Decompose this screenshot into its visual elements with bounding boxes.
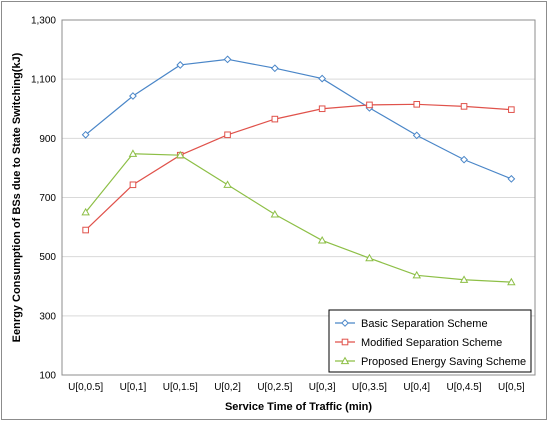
x-axis-ticks: U[0,0.5] U[0,1] U[0,1.5] U[0,2] U[0,2.5] U[0,… xyxy=(68,382,525,393)
data-point-s3-6 xyxy=(317,235,327,244)
x-tick-label-10: U[0,5] xyxy=(498,382,525,393)
series-line-1 xyxy=(85,58,512,180)
x-tick-label-2: U[0,1] xyxy=(120,382,147,393)
data-point-s1-6 xyxy=(318,74,327,83)
series-line-2 xyxy=(85,103,512,231)
legend-swatch-marker-1 xyxy=(341,319,349,327)
y-tick-label-300: 300 xyxy=(39,311,56,322)
data-point-s3-1 xyxy=(81,207,90,216)
data-point-s1-10 xyxy=(507,174,516,183)
legend-swatch-marker-2 xyxy=(341,338,349,346)
data-point-s3-4 xyxy=(223,180,232,188)
legend-item-2: Modified Separation Scheme xyxy=(335,337,502,349)
legend-label-2: Modified Separation Scheme xyxy=(361,337,502,349)
x-tick-label-8: U[0,4] xyxy=(403,382,430,393)
y-tick-label-100: 100 xyxy=(39,371,56,382)
series-3 xyxy=(81,149,516,286)
data-point-s3-9 xyxy=(459,275,469,283)
y-axis-ticks: 100 300 500 700 900 1,100 1,300 xyxy=(31,16,56,382)
data-point-s3-3 xyxy=(175,150,185,159)
data-point-s1-5 xyxy=(270,64,279,73)
data-point-s3-8 xyxy=(412,270,422,279)
data-point-s2-1 xyxy=(82,226,89,234)
data-point-s1-3 xyxy=(176,61,185,69)
legend-label-1: Basic Separation Scheme xyxy=(361,318,488,330)
data-point-s3-10 xyxy=(507,277,516,286)
data-point-s1-1 xyxy=(81,130,90,139)
data-point-s2-8 xyxy=(413,101,421,108)
x-tick-label-3: U[0,1.5] xyxy=(163,382,198,393)
series-line-3 xyxy=(85,153,512,283)
x-tick-label-6: U[0,3] xyxy=(309,382,336,393)
data-point-s3-5 xyxy=(270,209,280,218)
data-point-s3-7 xyxy=(365,253,374,262)
data-point-s2-10 xyxy=(508,106,515,113)
y-tick-label-1300: 1,300 xyxy=(31,16,56,27)
data-point-s2-6 xyxy=(318,105,326,113)
x-tick-label-5: U[0,2.5] xyxy=(257,382,292,393)
data-point-s3-2 xyxy=(128,149,138,157)
legend-item-1: Basic Separation Scheme xyxy=(335,318,488,330)
legend-box xyxy=(328,309,532,373)
data-point-s1-4 xyxy=(223,55,232,64)
legend: Basic Separation Scheme Modified Separati… xyxy=(328,309,532,373)
data-point-s1-8 xyxy=(412,131,421,140)
data-point-s2-2 xyxy=(129,181,137,189)
y-tick-label-900: 900 xyxy=(39,134,56,145)
data-point-s2-7 xyxy=(366,101,373,109)
y-tick-label-500: 500 xyxy=(39,252,56,263)
x-tick-label-4: U[0,2] xyxy=(214,382,241,393)
series-1 xyxy=(81,55,516,183)
legend-item-3: Proposed Energy Saving Scheme xyxy=(335,356,526,368)
y-axis-title: Eenrgy Consumption of BSs due to State S… xyxy=(11,52,23,342)
data-point-s1-2 xyxy=(129,92,137,100)
x-tick-label-9: U[0,4.5] xyxy=(447,382,482,393)
plot-area xyxy=(61,19,536,376)
data-point-s2-5 xyxy=(271,115,279,123)
series-group xyxy=(81,55,516,286)
y-tick-label-1100: 1,100 xyxy=(31,75,56,86)
x-tick-label-1: U[0,0.5] xyxy=(68,382,103,393)
data-point-s2-4 xyxy=(224,131,231,139)
series-2 xyxy=(82,101,515,234)
y-tick-label-700: 700 xyxy=(39,193,56,204)
x-tick-label-7: U[0,3.5] xyxy=(352,382,387,393)
data-point-s1-9 xyxy=(460,155,468,164)
legend-label-3: Proposed Energy Saving Scheme xyxy=(361,356,526,368)
legend-swatch-marker-3 xyxy=(340,356,350,365)
data-point-s2-9 xyxy=(460,103,468,110)
x-axis-title: Service Time of Traffic (min) xyxy=(225,401,372,413)
